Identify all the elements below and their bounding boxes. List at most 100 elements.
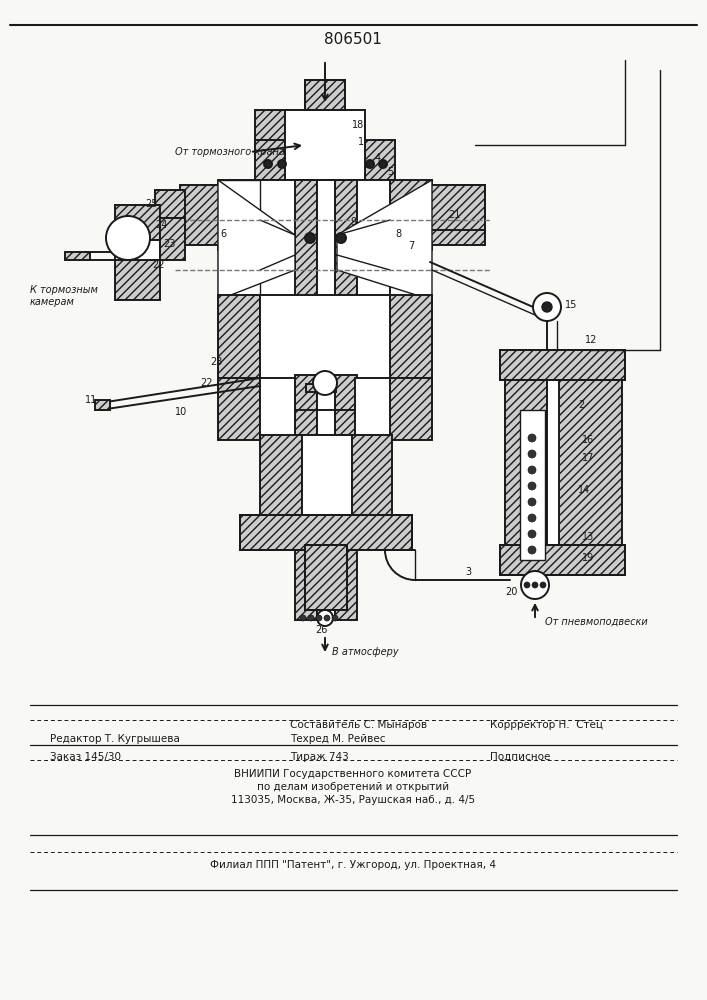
- Text: 18: 18: [352, 120, 364, 130]
- Text: 26: 26: [315, 625, 327, 635]
- Text: 21: 21: [448, 210, 460, 220]
- Text: камерам: камерам: [30, 297, 75, 307]
- Text: 22: 22: [200, 378, 213, 388]
- Bar: [218, 180, 260, 250]
- Bar: [305, 545, 347, 610]
- Text: Тираж 743: Тираж 743: [290, 752, 349, 762]
- Bar: [335, 375, 357, 410]
- Circle shape: [528, 530, 536, 538]
- Bar: [305, 80, 345, 110]
- Text: 113035, Москва, Ж-35, Раушская наб., д. 4/5: 113035, Москва, Ж-35, Раушская наб., д. …: [231, 795, 475, 805]
- Circle shape: [542, 302, 552, 312]
- Polygon shape: [218, 180, 295, 300]
- Bar: [285, 110, 365, 180]
- Bar: [295, 180, 317, 440]
- Bar: [335, 180, 357, 440]
- Text: От пневмоподвески: От пневмоподвески: [545, 617, 648, 627]
- Text: 3: 3: [465, 567, 471, 577]
- Bar: [180, 185, 222, 245]
- Bar: [218, 378, 260, 440]
- Bar: [317, 435, 335, 620]
- Text: В атмосферу: В атмосферу: [332, 647, 399, 657]
- Text: 9: 9: [350, 217, 356, 227]
- Text: 20: 20: [505, 587, 518, 597]
- Circle shape: [528, 498, 536, 506]
- Bar: [160, 218, 185, 260]
- Text: Техред М. Рейвес: Техред М. Рейвес: [290, 734, 385, 744]
- Bar: [260, 180, 390, 300]
- Circle shape: [528, 434, 536, 442]
- Text: 16: 16: [582, 435, 595, 445]
- Circle shape: [305, 233, 315, 243]
- Text: 12: 12: [585, 335, 597, 345]
- Bar: [430, 185, 485, 245]
- Bar: [115, 205, 160, 245]
- Text: 15: 15: [565, 300, 578, 310]
- Bar: [302, 435, 352, 520]
- Circle shape: [533, 293, 561, 321]
- Text: 14: 14: [578, 485, 590, 495]
- Text: 2: 2: [578, 400, 584, 410]
- Circle shape: [278, 160, 286, 168]
- Text: 23: 23: [210, 357, 223, 367]
- Polygon shape: [337, 180, 432, 300]
- Circle shape: [316, 615, 322, 621]
- Bar: [390, 295, 432, 380]
- Bar: [260, 435, 302, 520]
- Text: 17: 17: [582, 453, 595, 463]
- Bar: [255, 110, 355, 145]
- Circle shape: [528, 482, 536, 490]
- Bar: [240, 515, 412, 550]
- Bar: [305, 545, 347, 610]
- Bar: [305, 80, 345, 110]
- Bar: [500, 545, 625, 575]
- Bar: [335, 435, 357, 620]
- Text: 7: 7: [408, 241, 414, 251]
- Text: 25: 25: [145, 199, 158, 209]
- Text: по делам изобретений и открытий: по делам изобретений и открытий: [257, 782, 449, 792]
- Text: 6: 6: [220, 229, 226, 239]
- Text: ВНИИПИ Государственного комитета СССР: ВНИИПИ Государственного комитета СССР: [235, 769, 472, 779]
- Text: 11: 11: [85, 395, 98, 405]
- Bar: [326, 384, 336, 392]
- Bar: [115, 260, 160, 300]
- Text: К тормозным: К тормозным: [30, 285, 98, 295]
- Bar: [295, 375, 317, 410]
- Bar: [295, 435, 317, 620]
- Bar: [260, 378, 295, 440]
- Circle shape: [324, 615, 330, 621]
- Bar: [500, 350, 625, 380]
- Bar: [500, 545, 625, 575]
- Text: Редактор Т. Кугрышева: Редактор Т. Кугрышева: [50, 734, 180, 744]
- Bar: [306, 384, 318, 392]
- Text: 22: 22: [152, 260, 165, 270]
- Circle shape: [528, 466, 536, 474]
- Text: Заказ 145/30: Заказ 145/30: [50, 752, 121, 762]
- Text: 13: 13: [582, 532, 595, 542]
- Polygon shape: [218, 180, 260, 300]
- Bar: [240, 515, 412, 550]
- Text: 1: 1: [358, 137, 364, 147]
- Circle shape: [540, 582, 546, 588]
- Bar: [557, 375, 622, 570]
- Circle shape: [524, 582, 530, 588]
- Bar: [547, 375, 559, 570]
- Text: Подписное: Подписное: [490, 752, 550, 762]
- Circle shape: [528, 514, 536, 522]
- Bar: [115, 240, 160, 260]
- Circle shape: [379, 160, 387, 168]
- Text: 10: 10: [175, 407, 187, 417]
- Bar: [430, 185, 485, 230]
- Circle shape: [300, 615, 306, 621]
- Bar: [255, 140, 285, 180]
- Bar: [390, 180, 432, 250]
- Text: 19: 19: [582, 553, 595, 563]
- Circle shape: [528, 546, 536, 554]
- Text: 8: 8: [395, 229, 401, 239]
- Circle shape: [332, 615, 338, 621]
- Bar: [155, 190, 185, 230]
- Bar: [317, 375, 335, 410]
- Circle shape: [317, 610, 333, 626]
- Bar: [65, 252, 90, 260]
- Circle shape: [532, 582, 538, 588]
